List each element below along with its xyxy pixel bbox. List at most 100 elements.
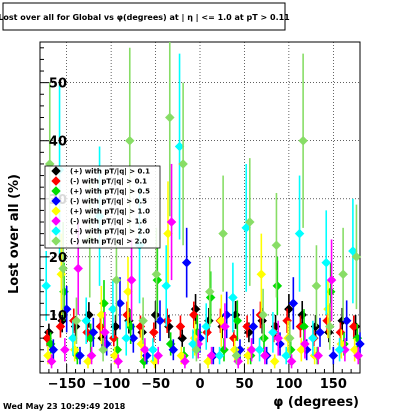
data-point (86, 350, 97, 361)
title-box (2, 2, 286, 31)
data-point (246, 344, 257, 355)
data-points (41, 42, 365, 369)
data-point (137, 327, 148, 338)
legend-marker (51, 186, 61, 196)
data-point (152, 275, 163, 285)
data-point (176, 350, 187, 361)
legend-label: (+) with pT/|q| > 2.0 (70, 228, 150, 237)
legend-label: (-) with pT/|q| > 0.1 (70, 178, 147, 187)
data-point (108, 333, 119, 344)
legend-marker (51, 206, 61, 216)
data-point (214, 350, 225, 361)
data-point (328, 350, 339, 361)
x-tick-label: 100 (275, 377, 302, 392)
data-point (311, 281, 322, 291)
legend: (+) with pT/|q| > 0.1(-) with pT/|q| > 0… (51, 166, 150, 247)
data-point (109, 350, 120, 361)
data-point (124, 135, 135, 146)
data-point (308, 333, 318, 344)
data-point (81, 315, 92, 326)
data-point (335, 327, 346, 338)
data-point (188, 310, 199, 320)
data-point (256, 269, 267, 280)
data-point (88, 327, 99, 338)
data-point (126, 275, 137, 285)
y-axis-label: Lost over all (%) (7, 174, 22, 294)
data-point (204, 286, 215, 297)
data-point (177, 333, 188, 344)
data-point (284, 304, 294, 314)
data-point (233, 356, 244, 367)
x-tick-label: −150 (48, 377, 86, 392)
data-point (228, 292, 238, 303)
x-tick-label: 150 (320, 377, 347, 392)
data-point (58, 263, 68, 274)
data-point (273, 333, 284, 344)
data-point (299, 321, 309, 332)
legend-marker (51, 216, 61, 226)
data-point (46, 356, 57, 367)
data-point (175, 321, 186, 332)
x-tick-label: 50 (235, 377, 253, 392)
data-point (313, 350, 324, 361)
legend-marker (51, 176, 61, 186)
legend-label: (+) with pT/|q| > 0.1 (70, 168, 150, 177)
x-axis-label: φ (degrees) (273, 395, 359, 410)
data-point (248, 321, 259, 332)
legend-box (44, 165, 161, 249)
data-point (355, 339, 365, 349)
y-tick-label: 20 (49, 251, 67, 266)
data-point (294, 228, 305, 239)
legend-marker (51, 196, 61, 206)
y-tick-label: 10 (49, 309, 67, 324)
data-point (166, 217, 177, 227)
data-point (128, 333, 139, 344)
data-point (338, 269, 348, 280)
data-point (286, 356, 297, 367)
data-point (284, 333, 295, 344)
data-point (164, 112, 175, 123)
data-point (161, 281, 172, 291)
data-point (113, 356, 124, 367)
timestamp: Wed May 23 10:29:49 2018 (3, 402, 126, 411)
x-tick-label: −100 (92, 377, 130, 392)
data-point (100, 327, 110, 338)
data-point (326, 275, 337, 285)
data-point (258, 310, 268, 320)
data-point (121, 333, 132, 344)
data-point (98, 344, 108, 355)
legend-label: (+) with pT/|q| > 1.0 (70, 208, 150, 217)
data-point (282, 315, 292, 326)
x-tick-label: 0 (195, 377, 204, 392)
data-point (351, 252, 362, 262)
data-point (218, 228, 228, 239)
data-point (43, 350, 53, 361)
axes: −150−100−500501001501020304050 (40, 47, 352, 392)
data-point (60, 344, 70, 355)
data-point (220, 321, 230, 332)
data-point (260, 350, 270, 361)
data-point (321, 257, 332, 268)
legend-marker (51, 236, 61, 246)
y-tick-label: 50 (49, 77, 67, 92)
data-point (178, 159, 188, 169)
data-point (71, 315, 82, 326)
legend-label: (-) with pT/|q| > 1.6 (70, 218, 147, 227)
data-point (271, 240, 282, 251)
data-point (73, 263, 84, 274)
legend-label: (+) with pT/|q| > 0.5 (70, 188, 150, 197)
data-point (181, 257, 192, 268)
data-point (315, 327, 325, 338)
y-tick-label: 40 (49, 135, 67, 150)
data-point (140, 344, 150, 355)
data-point (324, 321, 335, 332)
data-point (138, 315, 148, 326)
data-point (148, 344, 158, 355)
data-point (300, 339, 310, 349)
data-point (148, 327, 159, 338)
data-point (257, 315, 268, 326)
data-point (269, 356, 280, 367)
legend-label: (-) with pT/|q| > 0.5 (70, 198, 147, 207)
data-point (191, 344, 202, 355)
